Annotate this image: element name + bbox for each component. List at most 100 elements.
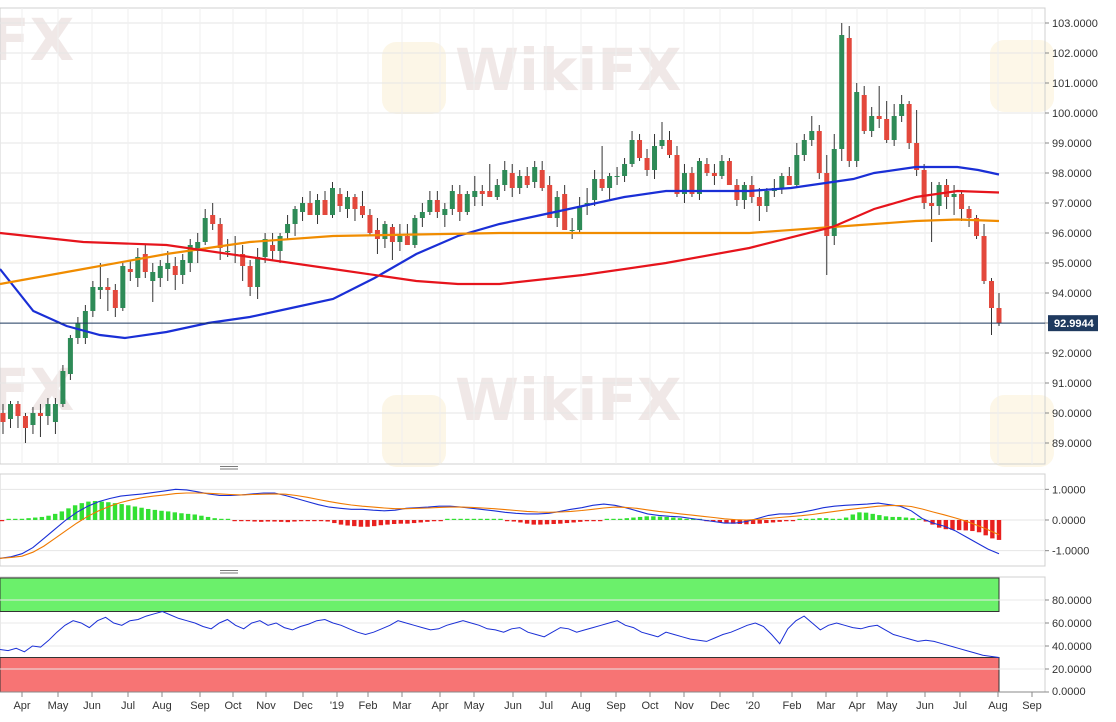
macd-hist-bar-negative [372, 520, 377, 527]
macd-hist-bar-negative [558, 520, 563, 524]
candle-bull [90, 287, 96, 311]
macd-hist-bar-negative [777, 520, 782, 522]
price-plot-frame [0, 7, 1046, 465]
candle-bull [135, 257, 141, 278]
candle-bear [322, 200, 328, 215]
candle-bull [891, 116, 897, 140]
macd-hist-bar-positive [159, 510, 164, 520]
macd-hist-bar-positive [671, 517, 676, 520]
x-tick-label: Apr [431, 700, 448, 712]
candle-bull [719, 161, 725, 176]
candle-bear [337, 194, 343, 206]
macd-hist-bar-positive [152, 509, 158, 520]
macd-hist-bar-positive [857, 512, 862, 520]
rsi-tick-label: 80.0000 [1052, 595, 1092, 607]
candle-bear [884, 119, 890, 140]
macd-hist-bar-positive [179, 513, 184, 520]
macd-hist-bar-negative [724, 520, 729, 524]
candle-bear [359, 206, 365, 215]
macd-hist-bar-negative [292, 520, 297, 522]
x-tick-label: Dec [293, 700, 313, 712]
macd-hist-bar-positive [192, 514, 197, 520]
candle-bull [532, 167, 538, 182]
candle-bear [989, 281, 995, 308]
x-tick-label: Aug [152, 700, 172, 712]
ma-line-blue [0, 165, 1000, 340]
last-price-tag [1048, 315, 1098, 332]
candle-bear [666, 140, 672, 155]
macd-hist-bar-positive [205, 516, 211, 520]
macd-hist-bar-negative [598, 520, 603, 522]
candle-bear [944, 185, 950, 197]
candle-bull [255, 257, 261, 287]
x-tick-label: Aug [988, 700, 1008, 712]
macd-hist-bar-negative [996, 520, 1002, 540]
candle-bear [929, 203, 935, 206]
price-tick-label: 95.0000 [1052, 258, 1092, 270]
x-tick-label: Jun [916, 700, 934, 712]
macd-hist-bar-positive [471, 518, 477, 520]
macd-tick-label: 0.0000 [1052, 515, 1086, 527]
candle-bull [741, 185, 747, 200]
x-tick-label: Sep [190, 700, 210, 712]
macd-hist-bar-positive [165, 511, 171, 520]
candle-bear [434, 200, 440, 212]
macd-hist-bar-positive [830, 518, 836, 520]
macd-hist-bar-negative [332, 520, 337, 524]
candle-bull [97, 287, 103, 290]
candle-bear [367, 215, 373, 233]
macd-hist-bar-positive [119, 504, 124, 520]
candle-bull [120, 266, 126, 308]
candle-bear [966, 209, 972, 218]
price-tick-label: 89.0000 [1052, 438, 1092, 450]
macd-hist-bar-positive [79, 503, 84, 520]
macd-panel: 1.0000 0.0000 -1.0000 [0, 473, 1089, 567]
macd-hist-bar-negative [578, 520, 583, 522]
macd-hist-bar-positive [837, 518, 842, 520]
candle-bull [202, 218, 208, 242]
macd-hist-bar-positive [52, 513, 58, 520]
x-tick-label: Aug [571, 700, 591, 712]
x-tick-label: Feb [783, 700, 802, 712]
candle-bull [764, 191, 770, 206]
macd-hist-bar-negative [352, 520, 357, 527]
x-tick-label: Apr [848, 700, 865, 712]
candle-bear [906, 104, 912, 143]
candle-bear [599, 179, 605, 188]
price-tick-label: 97.0000 [1052, 198, 1092, 210]
candle-bear [37, 413, 43, 416]
candle-bear [457, 194, 463, 212]
candle-bear [105, 287, 111, 290]
macd-hist-bar-positive [458, 518, 463, 520]
x-tick-label: Jul [121, 700, 135, 712]
candle-bull [427, 200, 433, 212]
splitter-handle-1[interactable] [218, 465, 240, 471]
macd-hist-bar-negative [518, 520, 523, 523]
candle-bear [127, 269, 133, 272]
watermark-layer: WikiFX WikiFX FX FX [0, 6, 1054, 467]
macd-hist-bar-negative [325, 520, 330, 522]
macd-hist-bar-negative [551, 520, 556, 524]
macd-hist-bar-negative [411, 520, 417, 524]
macd-hist-bar-positive [106, 502, 111, 520]
macd-hist-bar-negative [757, 520, 762, 524]
price-tick-label: 100.0000 [1052, 108, 1098, 120]
macd-hist-bar-negative [524, 520, 530, 524]
macd-hist-bar-negative [318, 520, 324, 522]
candle-bull [187, 245, 193, 263]
price-tick-label: 92.0000 [1052, 348, 1092, 360]
candle-bull [165, 263, 171, 269]
macd-hist-bar-negative [265, 520, 271, 522]
macd-hist-bar-positive [890, 516, 895, 520]
macd-hist-bar-negative [571, 520, 576, 523]
splitter-handle-2[interactable] [218, 569, 240, 575]
macd-hist-bar-negative [963, 520, 968, 531]
candle-bear [509, 173, 515, 188]
macd-hist-bar-negative [418, 520, 423, 523]
rsi-tick-label: 0.0000 [1052, 686, 1086, 698]
macd-line [0, 488, 1000, 559]
macd-hist-bar-negative [398, 520, 403, 524]
macd-hist-bar-positive [810, 518, 816, 520]
price-tick-label: 91.0000 [1052, 378, 1092, 390]
candle-bull [157, 266, 163, 278]
